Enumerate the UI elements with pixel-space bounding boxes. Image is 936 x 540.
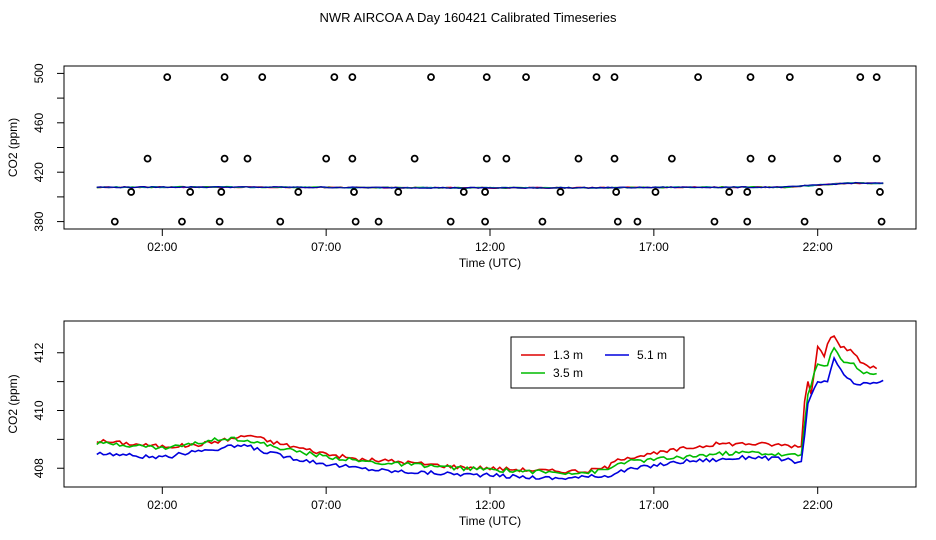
x-tick-label: 12:00 [475, 498, 505, 512]
legend-label: 5.1 m [637, 348, 667, 362]
x-tick-label: 02:00 [147, 240, 177, 254]
x-tick-label: 12:00 [475, 240, 505, 254]
calibration-point [767, 154, 776, 163]
y-tick-label: 410 [32, 400, 46, 420]
calibration-point [374, 217, 383, 226]
calibration-point [481, 217, 489, 226]
calibration-point [574, 154, 583, 163]
calibration-point [178, 217, 186, 226]
x-tick-label: 07:00 [311, 240, 341, 254]
series-line-3-5-m [96, 346, 877, 476]
y-tick-label: 412 [32, 342, 46, 362]
calibration-point [538, 217, 547, 226]
calibration-point [694, 73, 702, 82]
calibration-point [872, 154, 881, 163]
calibration-point [330, 73, 339, 82]
calibration-point [800, 217, 809, 226]
calibration-point [143, 154, 152, 163]
calibration-point [667, 154, 676, 163]
calibration-point [110, 217, 119, 226]
calibration-point [746, 73, 755, 82]
series-line-5-1-m [96, 355, 884, 481]
x-axis-label: Time (UTC) [459, 256, 521, 270]
bottom-panel: 02:00 07:00 12:00 17:00 22:00 408 410 412 Time (… [6, 320, 917, 528]
calibration-point [276, 217, 285, 226]
calibration-point [592, 73, 601, 82]
baseline-series-line [96, 181, 884, 189]
calibration-point [348, 73, 357, 82]
calibration-point [127, 188, 136, 196]
legend-box [510, 336, 685, 389]
calibration-point [220, 154, 229, 163]
calibration-point [217, 188, 226, 196]
calibration-point [482, 154, 491, 163]
calibration-point [427, 73, 435, 82]
calibration-point [785, 73, 794, 82]
calibration-point [856, 73, 865, 82]
calibration-point [833, 154, 842, 163]
x-tick-label: 07:00 [311, 498, 341, 512]
legend-label: 3.5 m [553, 366, 583, 380]
calibration-point [556, 188, 565, 196]
calibration-point [613, 217, 622, 226]
calibration-point [633, 217, 642, 226]
calibration-point [294, 188, 303, 196]
calibration-point [725, 188, 734, 196]
y-tick-label: 500 [32, 63, 46, 83]
calibration-point [815, 188, 824, 196]
calibration-point [877, 217, 886, 226]
calibration-point [215, 217, 224, 226]
calibration-point [220, 73, 229, 82]
x-tick-label: 02:00 [147, 498, 177, 512]
calibration-point [522, 73, 530, 82]
x-tick-label: 22:00 [803, 498, 833, 512]
calibration-point [610, 73, 619, 82]
plot-frame [63, 320, 917, 488]
calibration-point [610, 154, 619, 163]
calibration-point [243, 154, 252, 163]
y-tick-label: 380 [32, 211, 46, 231]
calibration-point [502, 154, 511, 163]
calibration-point [459, 188, 468, 196]
calibration-point [322, 154, 331, 163]
y-tick-label: 460 [32, 112, 46, 132]
calibration-point [482, 73, 491, 82]
calibration-point [348, 154, 357, 163]
calibration-point [710, 217, 719, 226]
top-panel: 02:00 07:00 12:00 17:00 22:00 380 420 460 500 Tim… [6, 63, 917, 270]
calibration-point [743, 188, 752, 196]
x-tick-label: 17:00 [639, 240, 669, 254]
y-axis-label: CO2 (ppm) [6, 118, 20, 177]
plot-frame [63, 65, 917, 230]
calibration-point [651, 188, 660, 196]
y-tick-label: 420 [32, 162, 46, 182]
calibration-point [163, 73, 172, 82]
calibration-point [258, 73, 267, 82]
calibration-point [612, 188, 621, 196]
x-tick-label: 22:00 [803, 240, 833, 254]
y-tick-label: 408 [32, 458, 46, 478]
calibration-point [394, 188, 403, 196]
calibration-point [746, 154, 755, 163]
calibration-point [446, 217, 455, 226]
legend-label: 1.3 m [553, 348, 583, 362]
calibration-point [186, 188, 195, 196]
calibration-point [481, 188, 489, 196]
y-axis-label: CO2 (ppm) [6, 374, 20, 433]
calibration-point [410, 154, 419, 163]
calibration-point [872, 73, 881, 82]
x-tick-label: 17:00 [639, 498, 669, 512]
calibration-point [351, 217, 360, 226]
x-axis-label: Time (UTC) [459, 514, 521, 528]
calibration-point [743, 217, 752, 226]
calibration-point [876, 188, 884, 196]
chart-title: NWR AIRCOA A Day 160421 Calibrated Times… [319, 10, 617, 25]
calibration-point [350, 188, 358, 196]
